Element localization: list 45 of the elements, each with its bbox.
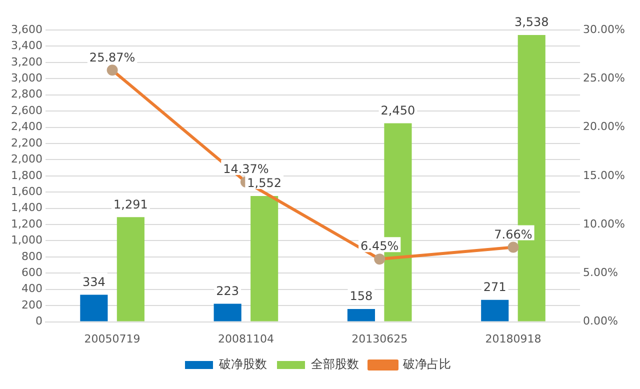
y-tick-label: 2,000 bbox=[10, 152, 42, 166]
y-tick-label: 1,200 bbox=[10, 217, 42, 230]
y-tick-label: 2,200 bbox=[10, 136, 42, 150]
y-tick-label: 0 bbox=[35, 314, 42, 328]
legend-label: 破净股数 bbox=[218, 357, 267, 372]
data-label: 334 bbox=[82, 274, 106, 289]
y-tick-label: 200 bbox=[21, 298, 42, 312]
y2-tick-label: 30.00% bbox=[583, 22, 626, 36]
data-label: 1,291 bbox=[114, 197, 148, 212]
data-label: 1,552 bbox=[247, 176, 282, 190]
y-tick-label: 2,800 bbox=[10, 88, 42, 101]
data-label: 2,450 bbox=[380, 103, 416, 118]
legend-label: 全部股数 bbox=[311, 357, 359, 372]
y-tick-label: 1,800 bbox=[10, 168, 42, 182]
y-tick-label: 800 bbox=[21, 250, 42, 263]
y-tick-label: 3,000 bbox=[10, 71, 42, 84]
y-tick-label: 2,600 bbox=[10, 104, 42, 117]
data-label: 223 bbox=[216, 284, 240, 298]
data-label: 271 bbox=[483, 280, 506, 294]
y-tick-label: 3,400 bbox=[10, 39, 42, 52]
x-tick-label: 20050719 bbox=[84, 332, 140, 346]
y-tick-label: 1,400 bbox=[10, 201, 42, 214]
y2-tick-label: 15.00% bbox=[583, 168, 626, 182]
y2-tick-label: 20.00% bbox=[583, 120, 626, 134]
y-tick-label: 3,600 bbox=[10, 22, 42, 36]
y-tick-label: 2,400 bbox=[10, 120, 42, 134]
legend-label: 破净占比 bbox=[402, 357, 451, 372]
x-tick-label: 20081104 bbox=[218, 332, 274, 346]
y2-tick-label: 0.00% bbox=[583, 314, 618, 328]
y2-tick-label: 25.00% bbox=[583, 71, 626, 84]
data-label: 158 bbox=[350, 289, 373, 304]
x-tick-label: 20180918 bbox=[485, 332, 542, 346]
data-label: 6.45% bbox=[360, 239, 399, 254]
y-tick-label: 1,600 bbox=[10, 184, 42, 198]
y-tick-label: 3,200 bbox=[10, 55, 42, 68]
data-label: 7.66% bbox=[494, 227, 532, 242]
y2-tick-label: 10.00% bbox=[583, 217, 626, 230]
x-tick-label: 20130625 bbox=[352, 332, 408, 346]
y-tick-label: 400 bbox=[21, 282, 42, 296]
y-tick-label: 1,000 bbox=[10, 234, 42, 247]
y2-tick-label: 5.00% bbox=[583, 266, 618, 280]
y-tick-label: 600 bbox=[21, 266, 42, 280]
data-label: 14.37% bbox=[223, 162, 269, 176]
data-label: 3,538 bbox=[514, 15, 549, 30]
data-label: 25.87% bbox=[89, 50, 136, 64]
